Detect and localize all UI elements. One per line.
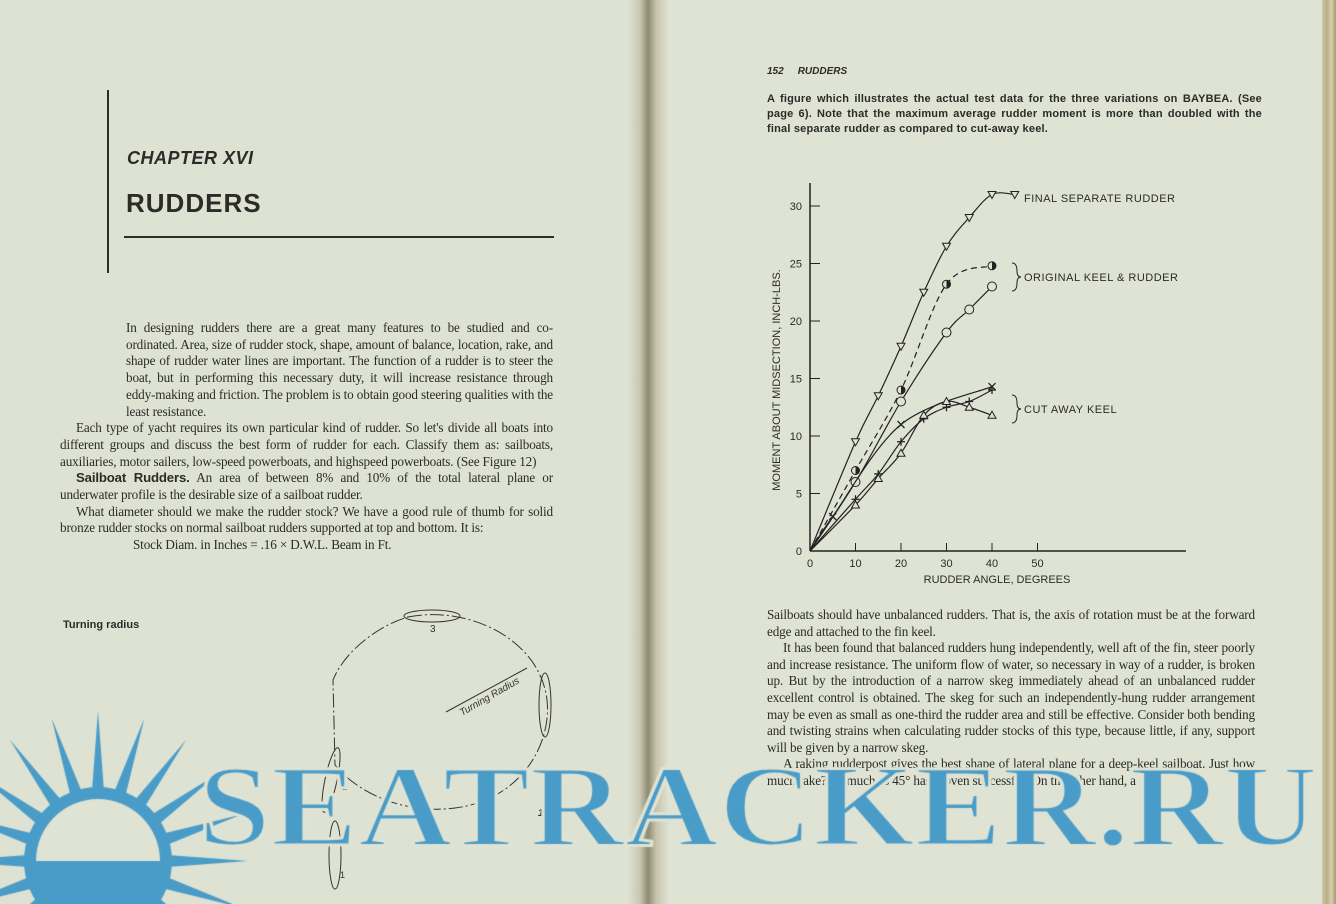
running-head: 152 RUDDERS xyxy=(767,66,861,77)
page-edge xyxy=(1322,0,1336,904)
paragraph: Sailboats should have unbalanced rudders… xyxy=(767,607,1255,639)
chapter-number: CHAPTER XVI xyxy=(127,148,254,168)
paragraph: Sailboat Rudders. An area of between 8% … xyxy=(60,470,553,503)
paragraph: Each type of yacht requires its own part… xyxy=(60,420,553,469)
formula: Stock Diam. in Inches = .16 × D.W.L. Bea… xyxy=(133,537,392,553)
book-gutter xyxy=(628,0,668,904)
section-heading: Sailboat Rudders. xyxy=(76,470,190,486)
chapter-rule-horizontal xyxy=(124,236,554,238)
page-number: 152 xyxy=(767,66,784,77)
chapter-rule-vertical xyxy=(107,90,109,273)
figure-caption: Turning radius xyxy=(63,619,140,631)
chart-caption: A figure which illustrates the actual te… xyxy=(767,93,1262,135)
right-body-text: Sailboats should have unbalanced rudders… xyxy=(767,607,1255,790)
paragraph: A raking rudderpost gives the best shape… xyxy=(767,756,1255,788)
paragraph: In designing rudders there are a great m… xyxy=(126,320,553,419)
chapter-title: RUDDERS xyxy=(126,188,262,218)
left-body-text: In designing rudders there are a great m… xyxy=(60,320,553,554)
running-head-title: RUDDERS xyxy=(797,66,848,77)
paragraph: What diameter should we make the rudder … xyxy=(60,503,553,536)
page-number: 151 xyxy=(538,808,555,819)
paragraph: It has been found that balanced rudders … xyxy=(767,640,1255,755)
